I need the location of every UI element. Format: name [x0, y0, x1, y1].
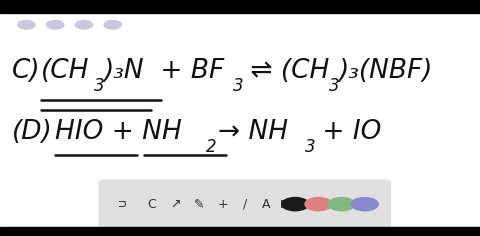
Text: )₃N  + BF: )₃N + BF	[103, 58, 224, 84]
Circle shape	[328, 198, 355, 211]
Text: ⇌ (CH: ⇌ (CH	[242, 58, 330, 84]
Text: C): C)	[12, 58, 41, 84]
Text: ᴝ: ᴝ	[118, 198, 127, 211]
Circle shape	[282, 198, 309, 211]
Circle shape	[47, 21, 64, 29]
Text: ✎: ✎	[194, 198, 204, 211]
Circle shape	[18, 21, 35, 29]
Text: 3: 3	[305, 139, 315, 156]
Text: ⊞: ⊞	[280, 198, 291, 211]
Circle shape	[75, 21, 93, 29]
FancyBboxPatch shape	[98, 179, 391, 230]
Circle shape	[305, 198, 332, 211]
Text: HIO + NH: HIO + NH	[55, 119, 182, 145]
Text: )₃(NBF): )₃(NBF)	[338, 58, 433, 84]
Bar	[0, 227, 480, 236]
Text: + IO: + IO	[314, 119, 382, 145]
Text: /: /	[243, 198, 247, 211]
Text: +: +	[218, 198, 228, 211]
Text: (D): (D)	[12, 119, 53, 145]
Text: → NH: → NH	[218, 119, 288, 145]
Circle shape	[351, 198, 378, 211]
Text: 3: 3	[94, 77, 104, 95]
Circle shape	[104, 21, 121, 29]
Text: (CH: (CH	[41, 58, 89, 84]
Bar	[0, 0, 480, 13]
Text: 2: 2	[206, 139, 217, 156]
Text: 3: 3	[329, 77, 339, 95]
Text: 3: 3	[233, 77, 243, 95]
Text: ↗: ↗	[170, 198, 180, 211]
Text: C: C	[147, 198, 156, 211]
Text: A: A	[262, 198, 271, 211]
